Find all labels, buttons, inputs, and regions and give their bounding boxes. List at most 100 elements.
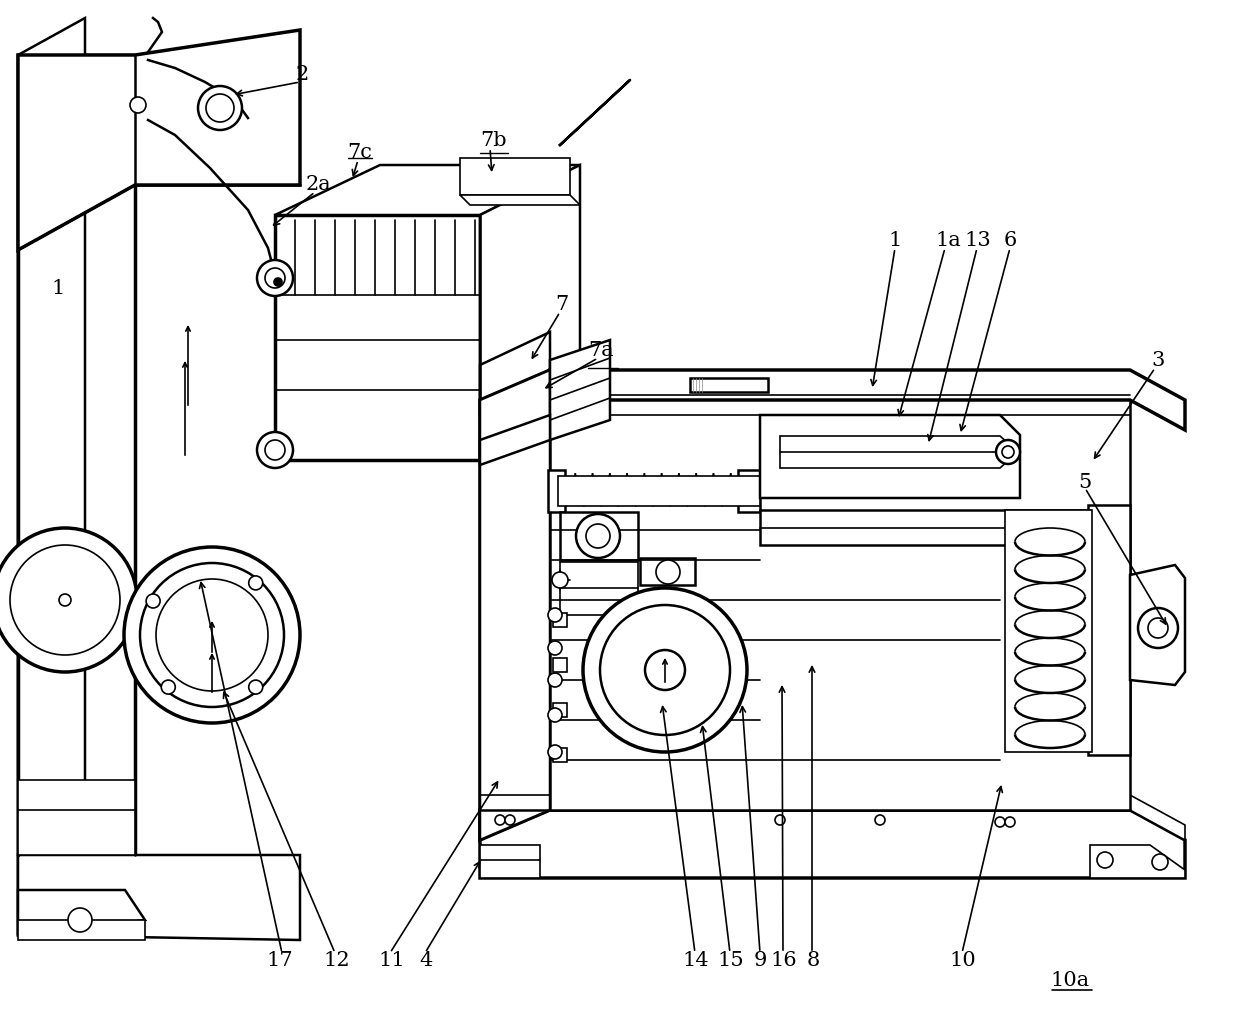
Circle shape — [577, 514, 620, 558]
Polygon shape — [480, 810, 1185, 878]
Polygon shape — [551, 400, 1130, 810]
Polygon shape — [480, 165, 580, 460]
Polygon shape — [738, 470, 760, 512]
Polygon shape — [558, 476, 760, 506]
Polygon shape — [780, 436, 1018, 468]
Circle shape — [1002, 446, 1014, 458]
Circle shape — [994, 817, 1004, 827]
Text: 17: 17 — [267, 950, 294, 970]
Text: 3: 3 — [1151, 351, 1164, 369]
Text: 7: 7 — [556, 296, 569, 314]
Text: 7a: 7a — [588, 342, 614, 360]
Polygon shape — [689, 379, 768, 392]
Text: 14: 14 — [683, 950, 709, 970]
Circle shape — [1097, 852, 1114, 868]
Polygon shape — [19, 920, 145, 940]
Polygon shape — [1087, 505, 1130, 755]
Text: 12: 12 — [324, 950, 351, 970]
Text: 16: 16 — [771, 950, 797, 970]
Polygon shape — [480, 370, 551, 840]
Polygon shape — [19, 30, 300, 250]
Circle shape — [257, 432, 293, 468]
Circle shape — [249, 680, 263, 694]
Polygon shape — [560, 562, 639, 615]
Circle shape — [10, 545, 120, 655]
Circle shape — [257, 260, 293, 296]
Polygon shape — [480, 845, 539, 878]
Text: 9: 9 — [754, 950, 766, 970]
Circle shape — [146, 594, 160, 608]
Circle shape — [583, 588, 746, 752]
Polygon shape — [548, 470, 565, 512]
Circle shape — [274, 278, 281, 286]
Circle shape — [249, 576, 263, 590]
Text: 15: 15 — [718, 950, 744, 970]
Circle shape — [548, 673, 562, 687]
Polygon shape — [760, 415, 1021, 498]
Text: 2a: 2a — [305, 176, 331, 194]
Polygon shape — [19, 855, 300, 940]
Circle shape — [587, 524, 610, 548]
Polygon shape — [19, 18, 86, 935]
Polygon shape — [480, 795, 1185, 840]
Circle shape — [600, 605, 730, 735]
Polygon shape — [460, 158, 570, 195]
Polygon shape — [1004, 510, 1092, 752]
Circle shape — [875, 815, 885, 825]
Circle shape — [495, 815, 505, 825]
Polygon shape — [1130, 565, 1185, 685]
Circle shape — [548, 745, 562, 759]
Circle shape — [548, 708, 562, 722]
Polygon shape — [19, 55, 135, 935]
Circle shape — [156, 579, 268, 691]
Text: 5: 5 — [1079, 473, 1091, 491]
Polygon shape — [553, 703, 567, 717]
Text: 7b: 7b — [480, 131, 506, 149]
Circle shape — [552, 572, 568, 588]
Circle shape — [68, 908, 92, 932]
Text: 4: 4 — [419, 950, 433, 970]
Polygon shape — [553, 748, 567, 762]
Polygon shape — [275, 215, 480, 460]
Circle shape — [265, 268, 285, 288]
Circle shape — [645, 650, 684, 690]
Polygon shape — [551, 340, 610, 440]
Circle shape — [548, 641, 562, 655]
Text: 6: 6 — [1003, 230, 1017, 250]
Circle shape — [0, 528, 136, 672]
Circle shape — [140, 563, 284, 707]
Circle shape — [996, 440, 1021, 464]
Circle shape — [206, 94, 234, 122]
Polygon shape — [553, 613, 567, 627]
Polygon shape — [19, 890, 145, 935]
Text: 8: 8 — [806, 950, 820, 970]
Text: 2: 2 — [295, 65, 309, 85]
Circle shape — [1004, 817, 1016, 827]
Polygon shape — [480, 370, 551, 840]
Polygon shape — [480, 332, 551, 415]
Circle shape — [124, 547, 300, 723]
Polygon shape — [460, 195, 580, 205]
Text: 11: 11 — [378, 950, 405, 970]
Polygon shape — [640, 558, 694, 585]
Polygon shape — [760, 510, 1090, 545]
Text: 1: 1 — [51, 278, 64, 298]
Text: 10: 10 — [950, 950, 976, 970]
Circle shape — [548, 608, 562, 622]
Polygon shape — [551, 370, 1185, 430]
Text: 1a: 1a — [935, 230, 961, 250]
Circle shape — [60, 594, 71, 606]
Polygon shape — [19, 780, 135, 855]
Circle shape — [198, 86, 242, 130]
Circle shape — [1148, 618, 1168, 638]
Polygon shape — [1090, 845, 1185, 878]
Polygon shape — [480, 415, 551, 465]
Text: 10a: 10a — [1050, 971, 1090, 989]
Text: 1: 1 — [888, 230, 901, 250]
Text: 7c: 7c — [347, 142, 372, 162]
Circle shape — [265, 440, 285, 460]
Circle shape — [505, 815, 515, 825]
Text: 13: 13 — [965, 230, 991, 250]
Polygon shape — [553, 658, 567, 672]
Polygon shape — [560, 512, 639, 560]
